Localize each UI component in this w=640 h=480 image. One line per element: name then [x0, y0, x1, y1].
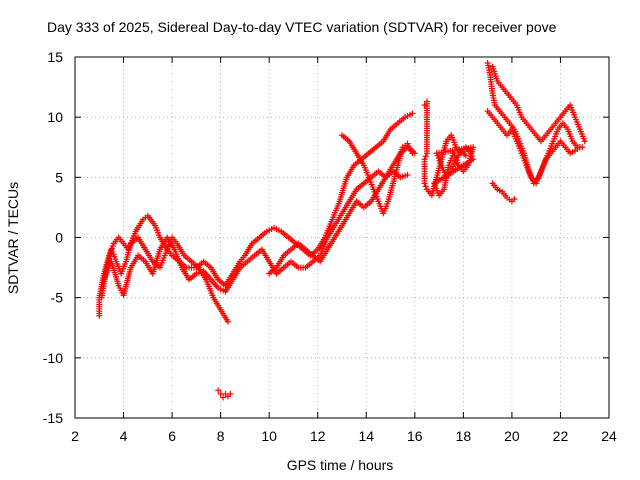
x-tick-label: 2 [71, 428, 79, 444]
data-point-marker [404, 171, 411, 178]
x-tick-label: 10 [261, 428, 277, 444]
data-point-marker [422, 183, 429, 190]
data-point-marker [215, 387, 222, 394]
y-tick-label: 0 [55, 230, 63, 246]
data-point-marker [421, 180, 428, 187]
data-point-marker [423, 150, 430, 157]
x-tick-label: 4 [120, 428, 128, 444]
x-axis-label: GPS time / hours [287, 457, 394, 473]
x-axis-ticks: 2 4 6 8 10 12 14 16 18 20 22 24 [71, 57, 617, 444]
data-point-marker [422, 153, 429, 160]
x-tick-label: 24 [601, 428, 617, 444]
data-point-marker [581, 138, 588, 145]
data-points [96, 60, 588, 401]
x-tick-label: 16 [407, 428, 423, 444]
y-tick-label: 10 [47, 109, 63, 125]
x-tick-label: 8 [217, 428, 225, 444]
y-tick-label: -5 [51, 290, 64, 306]
data-point-marker [511, 195, 518, 202]
y-tick-label: -15 [43, 410, 63, 426]
data-point-marker [576, 144, 583, 151]
chart-title: Day 333 of 2025, Sidereal Day-to-day VTE… [47, 19, 557, 35]
x-tick-label: 20 [504, 428, 520, 444]
y-tick-label: 5 [55, 169, 63, 185]
y-tick-label: 15 [47, 49, 63, 65]
x-tick-label: 14 [358, 428, 374, 444]
data-point-marker [409, 110, 416, 117]
x-tick-label: 12 [310, 428, 326, 444]
x-tick-label: 18 [456, 428, 472, 444]
y-axis-ticks: 15 10 5 0 -5 -10 -15 [43, 49, 609, 426]
x-tick-label: 22 [553, 428, 569, 444]
gridlines [75, 57, 609, 418]
data-point-marker [409, 150, 416, 157]
y-tick-label: -10 [43, 350, 63, 366]
x-tick-label: 6 [168, 428, 176, 444]
data-point-marker [224, 318, 231, 325]
y-axis-label: SDTVAR / TECUs [5, 182, 21, 294]
data-point-marker [462, 152, 469, 159]
data-point-marker [227, 390, 234, 397]
data-point-marker [220, 394, 227, 401]
